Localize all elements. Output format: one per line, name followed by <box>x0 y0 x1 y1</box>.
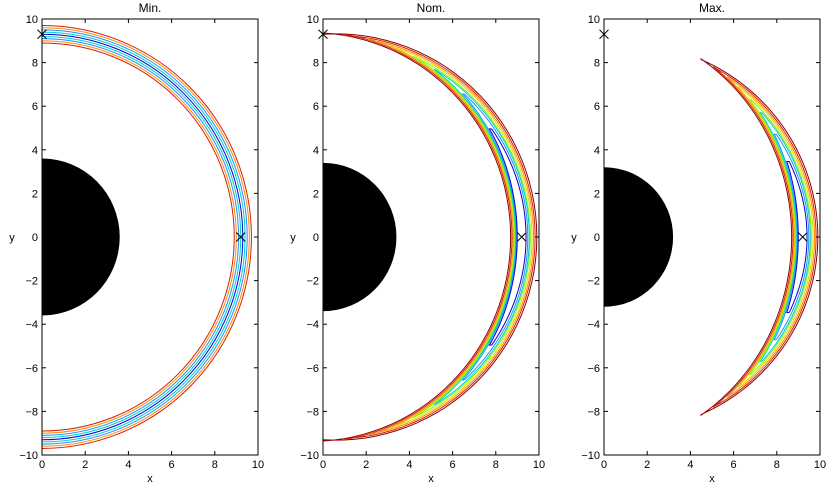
x-tick-label: 2 <box>363 459 369 471</box>
contour-line <box>344 33 536 441</box>
plot-area <box>604 58 819 416</box>
x-tick-label: 6 <box>169 459 175 471</box>
plot-area <box>42 25 252 449</box>
y-tick-label: 0 <box>594 232 600 244</box>
chart-title: Max. <box>699 1 725 15</box>
y-tick-label: −10 <box>300 450 319 462</box>
y-tick-label: 2 <box>313 188 319 200</box>
y-tick-label: 6 <box>32 101 38 113</box>
chart-panel-3: 0 2 4 6 8 10 10 8 6 4 2 0 −2 −4 −6 −8 −10 Max. x y <box>571 1 826 485</box>
y-tick-label: 0 <box>313 232 319 244</box>
chart-panel-2: 0 2 4 6 8 10 10 8 6 4 2 0 −2 −4 −6 −8 −10 Nom. x y <box>290 1 545 485</box>
x-tick-label: 0 <box>601 459 607 471</box>
contour-line <box>42 31 246 443</box>
y-tick-label: 8 <box>594 58 600 70</box>
x-tick-label: 2 <box>82 459 88 471</box>
x-marker <box>797 232 808 242</box>
x-tick-label: 8 <box>493 459 499 471</box>
plot-area <box>323 32 538 442</box>
x-tick-label: 6 <box>450 459 456 471</box>
y-tick-label: 4 <box>32 145 38 157</box>
x-axis-label: x <box>147 473 153 485</box>
y-tick-label: 6 <box>594 101 600 113</box>
filled-half-disk <box>323 162 397 312</box>
y-tick-label: 2 <box>594 188 600 200</box>
contour-line <box>712 66 817 408</box>
x-tick-label: 6 <box>731 459 737 471</box>
contour-line <box>42 33 244 441</box>
x-tick-label: 8 <box>212 459 218 471</box>
y-tick-label: 0 <box>32 232 38 244</box>
y-tick-label: −4 <box>306 319 319 331</box>
x-tick-label: 10 <box>533 459 545 471</box>
x-marker <box>235 232 246 242</box>
y-tick-label: 10 <box>26 14 38 26</box>
contour-line <box>433 68 530 406</box>
y-tick-label: −8 <box>306 406 319 418</box>
y-tick-label: 4 <box>594 145 600 157</box>
x-tick-label: 0 <box>320 459 326 471</box>
contour-line <box>759 111 811 363</box>
y-tick-label: −2 <box>587 276 600 288</box>
contour-line <box>700 58 819 416</box>
x-tick-label: 10 <box>814 459 826 471</box>
y-tick-label: −6 <box>587 363 600 375</box>
contour-line <box>42 42 235 432</box>
x-tick-label: 4 <box>406 459 412 471</box>
y-tick-label: 4 <box>313 145 319 157</box>
x-tick-label: 2 <box>644 459 650 471</box>
contour-line <box>488 128 527 346</box>
x-tick-label: 10 <box>252 459 264 471</box>
y-tick-label: 10 <box>307 14 319 26</box>
x-axis-label: x <box>709 473 715 485</box>
x-tick-label: 0 <box>39 459 45 471</box>
contour-line <box>748 98 812 376</box>
contour-line <box>42 40 237 434</box>
y-tick-label: −4 <box>587 319 600 331</box>
y-tick-label: −8 <box>587 406 600 418</box>
y-tick-label: 2 <box>32 188 38 200</box>
y-axis-label: y <box>9 232 15 244</box>
contour-line <box>461 93 529 381</box>
contour-line <box>786 160 808 314</box>
y-axis-label: y <box>290 232 296 244</box>
y-tick-label: −4 <box>25 319 38 331</box>
y-tick-label: −6 <box>25 363 38 375</box>
x-tick-label: 4 <box>125 459 131 471</box>
y-tick-label: 8 <box>313 58 319 70</box>
filled-half-disk <box>604 167 674 307</box>
contour-line <box>368 38 535 436</box>
contour-line <box>726 76 816 398</box>
y-tick-label: −8 <box>25 406 38 418</box>
contour-line <box>42 38 240 436</box>
y-tick-label: −10 <box>19 450 38 462</box>
y-tick-label: 6 <box>313 101 319 113</box>
contour-line <box>737 86 814 388</box>
y-axis-label: y <box>571 232 577 244</box>
contour-line <box>389 45 533 429</box>
y-tick-label: −6 <box>306 363 319 375</box>
x-tick-label: 8 <box>774 459 780 471</box>
contour-line <box>42 27 250 447</box>
chart-title: Nom. <box>417 1 446 15</box>
contour-line <box>323 32 538 442</box>
contour-line <box>42 25 252 449</box>
contour-line <box>42 29 248 445</box>
chart-panel-1: 0 2 4 6 8 10 10 8 6 4 2 0 −2 −4 −6 −8 −10 Min. x y <box>9 1 264 485</box>
contour-line <box>412 55 531 419</box>
y-tick-label: −2 <box>306 276 319 288</box>
x-tick-label: 4 <box>687 459 693 471</box>
x-marker <box>516 232 527 242</box>
x-axis-label: x <box>428 473 434 485</box>
filled-half-disk <box>42 158 120 316</box>
y-tick-label: 8 <box>32 58 38 70</box>
contour-line <box>773 133 810 341</box>
y-tick-label: 10 <box>588 14 600 26</box>
y-tick-label: −2 <box>25 276 38 288</box>
y-tick-label: −10 <box>581 450 600 462</box>
chart-title: Min. <box>139 1 162 15</box>
